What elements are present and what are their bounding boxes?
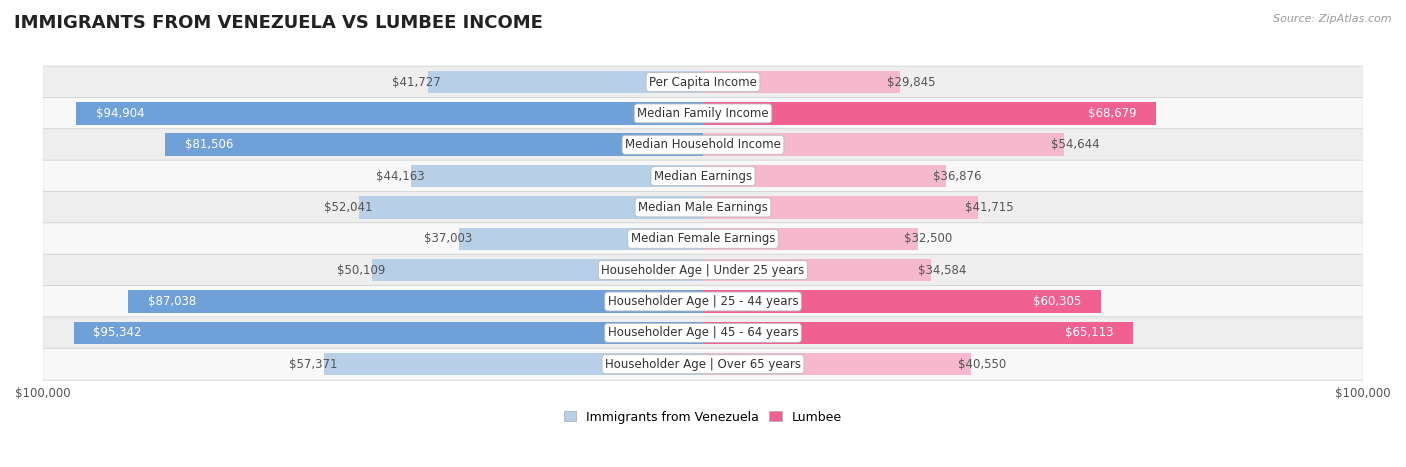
Text: $37,003: $37,003 [423, 232, 472, 245]
Text: $40,550: $40,550 [957, 358, 1005, 371]
Text: $41,715: $41,715 [965, 201, 1014, 214]
Bar [703, 322, 1133, 344]
FancyBboxPatch shape [42, 66, 1364, 98]
Text: Householder Age | Over 65 years: Householder Age | Over 65 years [605, 358, 801, 371]
Text: Householder Age | 45 - 64 years: Householder Age | 45 - 64 years [607, 326, 799, 340]
Text: Median Female Earnings: Median Female Earnings [631, 232, 775, 245]
Bar [360, 196, 703, 219]
Text: $68,679: $68,679 [1088, 107, 1136, 120]
Bar [73, 322, 703, 344]
Bar [703, 353, 970, 375]
Text: Median Earnings: Median Earnings [654, 170, 752, 183]
Bar [703, 227, 918, 250]
Bar [412, 165, 703, 187]
Text: $29,845: $29,845 [887, 76, 935, 89]
Text: $87,038: $87,038 [148, 295, 197, 308]
FancyBboxPatch shape [42, 129, 1364, 161]
Text: $65,113: $65,113 [1064, 326, 1114, 340]
Text: Per Capita Income: Per Capita Income [650, 76, 756, 89]
FancyBboxPatch shape [42, 285, 1364, 318]
Text: $54,644: $54,644 [1050, 138, 1099, 151]
Text: IMMIGRANTS FROM VENEZUELA VS LUMBEE INCOME: IMMIGRANTS FROM VENEZUELA VS LUMBEE INCO… [14, 14, 543, 32]
Bar [703, 71, 900, 93]
Bar [76, 102, 703, 125]
Bar [373, 259, 703, 282]
Legend: Immigrants from Venezuela, Lumbee: Immigrants from Venezuela, Lumbee [564, 410, 842, 424]
FancyBboxPatch shape [42, 348, 1364, 380]
Text: $60,305: $60,305 [1033, 295, 1081, 308]
Text: Median Family Income: Median Family Income [637, 107, 769, 120]
Text: Householder Age | Under 25 years: Householder Age | Under 25 years [602, 264, 804, 276]
FancyBboxPatch shape [42, 254, 1364, 286]
Text: $32,500: $32,500 [904, 232, 953, 245]
Bar [703, 196, 979, 219]
Bar [703, 134, 1064, 156]
Text: $44,163: $44,163 [375, 170, 425, 183]
Text: Median Male Earnings: Median Male Earnings [638, 201, 768, 214]
Text: $36,876: $36,876 [934, 170, 981, 183]
FancyBboxPatch shape [42, 223, 1364, 255]
Bar [325, 353, 703, 375]
FancyBboxPatch shape [42, 160, 1364, 192]
Text: $81,506: $81,506 [184, 138, 233, 151]
FancyBboxPatch shape [42, 191, 1364, 223]
Text: $41,727: $41,727 [392, 76, 440, 89]
Text: $34,584: $34,584 [918, 264, 966, 276]
Bar [458, 227, 703, 250]
Bar [427, 71, 703, 93]
Text: Median Household Income: Median Household Income [626, 138, 780, 151]
Text: $95,342: $95,342 [93, 326, 142, 340]
Text: $52,041: $52,041 [325, 201, 373, 214]
Bar [703, 259, 931, 282]
Text: $50,109: $50,109 [337, 264, 385, 276]
Text: Source: ZipAtlas.com: Source: ZipAtlas.com [1274, 14, 1392, 24]
Bar [128, 290, 703, 313]
Bar [703, 102, 1156, 125]
Text: Householder Age | 25 - 44 years: Householder Age | 25 - 44 years [607, 295, 799, 308]
FancyBboxPatch shape [42, 317, 1364, 349]
Text: $57,371: $57,371 [290, 358, 337, 371]
Bar [703, 165, 946, 187]
Bar [703, 290, 1101, 313]
FancyBboxPatch shape [42, 98, 1364, 129]
Bar [165, 134, 703, 156]
Text: $94,904: $94,904 [96, 107, 145, 120]
